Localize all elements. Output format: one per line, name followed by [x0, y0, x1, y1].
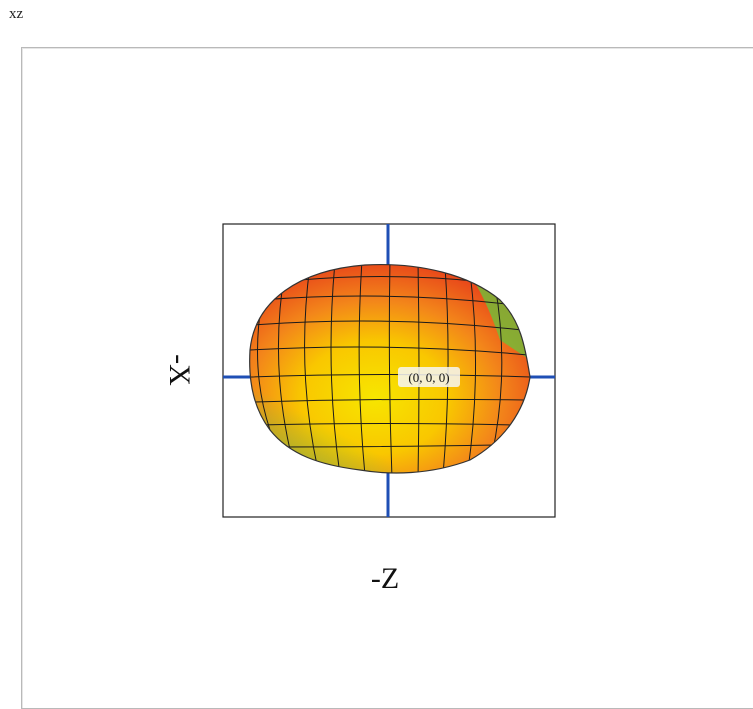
vertical-axis-label: -X	[163, 354, 196, 386]
origin-label-bg	[398, 367, 460, 387]
page: {"window": {"title": "xz"}, "view": {"ve…	[9, 6, 753, 709]
view-canvas: (0, 0, 0) -X -Z	[163, 223, 556, 595]
horizontal-axis-label: -Z	[371, 562, 399, 595]
surface	[249, 264, 530, 473]
origin-label: (0, 0, 0)	[408, 370, 449, 385]
window-title: xz	[9, 6, 24, 22]
